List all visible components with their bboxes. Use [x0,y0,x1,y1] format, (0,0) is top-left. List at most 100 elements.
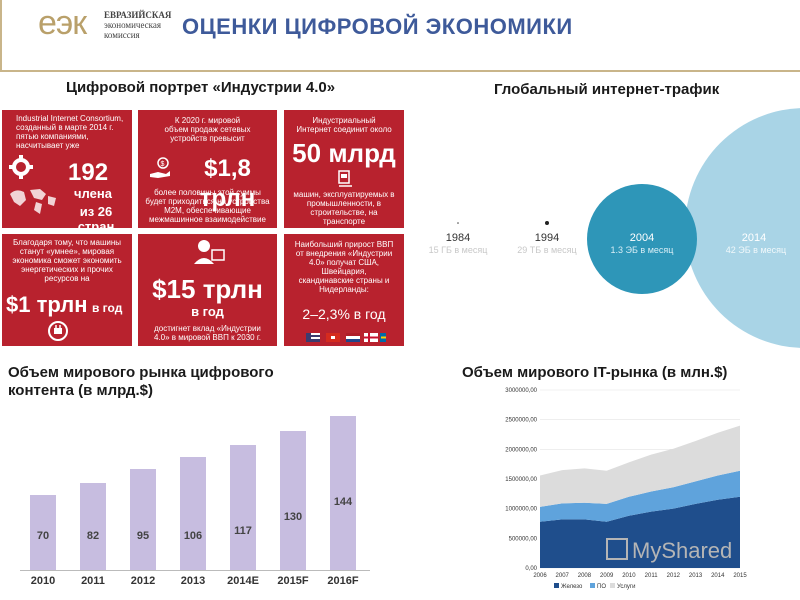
logo-line2: экономическая [104,20,162,30]
header-divider [0,70,800,72]
legend-swatch [590,583,595,588]
circle-2014 [685,108,800,348]
tile-consortium-members: члена [74,186,112,201]
traffic-sub-2014: 42 ЭБ в месяц [725,245,787,255]
legend-label: Услуги [617,584,635,590]
area-x-tick: 2007 [556,573,570,579]
tile-gdp-contribution-text: достигнет вклад «Индустрии 4.0» в мирово… [154,324,261,342]
area-y-tick: 500000,00 [509,536,538,542]
tile-gdp-growth: Наибольший прирост ВВП от внедрения «Инд… [284,234,404,346]
area-series-ПО [540,470,740,522]
tile-consortium-number: 192 [68,159,109,186]
bar-x-label: 2015F [277,575,309,587]
tile-gdp-contribution-number: $15 трлн [152,274,263,304]
tile-energy-saving-unit: в год [91,301,123,315]
bar-x-label: 2014E [227,575,259,587]
bar-x-label: 2012 [130,575,156,587]
tile-gdp-contribution-unit: в год [191,304,224,319]
area-x-tick: 2012 [667,573,681,579]
bar-x-label: 2013 [180,575,206,587]
traffic-year-1984: 1984 [445,232,471,244]
bar-2013 [180,456,206,570]
area-x-tick: 2013 [689,573,703,579]
logo-line1: ЕВРАЗИЙСКАЯ [104,10,172,20]
area-x-tick: 2015 [733,573,747,579]
plug-icon [46,320,70,347]
traffic-sub-2004: 1.3 ЭБ в месяц [610,245,674,255]
logo-mark: еэк [38,4,87,42]
watermark-text: MyShared [632,538,733,563]
traffic-sub-1994: 29 ТБ в месяц [517,245,577,255]
engineer-icon [190,238,226,273]
bar-2014E [230,445,256,570]
money-hand-icon: $ [148,156,172,185]
portrait-title: Цифровой портрет «Индустрии 4.0» [66,79,336,96]
tile-energy-saving: Благодаря тому, что машины станут «умнее… [2,234,132,346]
tile-energy-saving-text: Благодаря тому, что машины станут «умнее… [12,238,122,283]
area-y-tick: 2000000,00 [505,447,537,453]
bar-value-label: 95 [136,530,150,542]
bar-chart-axis [20,570,370,571]
bar-value-label: 117 [234,525,252,538]
watermark-icon [606,538,628,560]
area-x-tick: 2008 [578,573,592,579]
bar-2015F [280,431,306,570]
svg-text:$: $ [161,161,165,168]
page-title: ОЦЕНКИ ЦИФРОВОЙ ЭКОНОМИКИ [182,14,573,39]
legend-swatch [554,583,559,588]
header-divider-vertical [0,0,2,70]
traffic-circles [457,108,800,348]
circle-1994 [545,221,549,225]
bar-x-label: 2011 [81,575,105,587]
tile-energy-saving-number: $1 трлн [6,292,88,317]
tile-gdp-growth-text: Наибольший прирост ВВП от внедрения «Инд… [294,240,394,294]
bar-2010 [30,495,56,570]
computer-icon [338,170,354,193]
traffic-year-1994: 1994 [534,232,560,244]
world-map-icon [6,186,58,221]
area-series-Услуги [540,425,740,507]
circle-2004 [587,184,697,294]
bar-2011 [80,482,106,570]
tile-consortium-countries: из 26 стран [77,204,115,234]
bar-2016F [330,416,356,570]
content-bar-chart: 70 2010 82 2011 95 2012 106 2013 117 2014E 130 2015… [0,400,400,600]
tile-network-devices-number: $1,8 трлн [199,155,256,212]
bar-value-label: 106 [183,530,203,542]
it-area-chart: 0,00 500000,00 1000000,00 1500000,00 2000000… [505,388,747,590]
bar-value-label: 130 [283,511,303,524]
area-y-tick: 1500000,00 [505,477,537,483]
content-chart-title-line2: контента (в млрд.$) [8,382,153,399]
area-x-tick: 2011 [645,573,659,579]
logo-text: ЕВРАЗИЙСКАЯ экономическая комиссия [104,10,184,40]
logo-line3: комиссия [104,30,140,40]
tile-network-devices: К 2020 г. мировой объем продаж сетевых у… [138,110,277,228]
gear-icon [8,154,34,185]
bar-x-label: 2016F [327,575,359,587]
bar-value-label: 144 [333,496,353,509]
watermark: MyShared [606,538,732,564]
bar-2012 [130,468,156,570]
tile-gdp-contribution: $15 трлн в год достигнет вклад «Индустри… [138,234,277,346]
legend-swatch [610,583,615,588]
bar-x-label: 2010 [30,575,56,587]
tile-machines-text: Индустриальный Интернет соединит около [296,116,392,134]
content-chart-title: Объем мирового рынка цифрового контента … [8,364,274,400]
area-x-tick: 2014 [711,573,725,579]
content-chart-title-line1: Объем мирового рынка цифрового [8,364,274,381]
tile-network-devices-text: К 2020 г. мировой объем продаж сетевых у… [164,116,251,143]
tile-network-devices-text2: более половины этой суммы будет приходит… [145,188,270,224]
legend-label: ПО [597,584,606,590]
tile-gdp-growth-number: 2–2,3% в год [302,306,386,322]
area-series-Железо [540,496,740,568]
area-y-tick: 3000000,00 [505,388,537,394]
bar-value-label: 70 [36,530,50,542]
tile-machines: Индустриальный Интернет соединит около 5… [284,110,404,228]
bar-value-label: 82 [86,530,100,542]
tile-consortium-text: Industrial Internet Consortium, созданны… [16,114,124,150]
traffic-sub-1984: 15 ГБ в месяц [428,245,488,255]
legend-label: Железо [561,584,583,590]
area-x-tick: 2006 [533,573,547,579]
country-flags-icon [306,330,386,348]
traffic-year-2014: 2014 [741,232,767,244]
